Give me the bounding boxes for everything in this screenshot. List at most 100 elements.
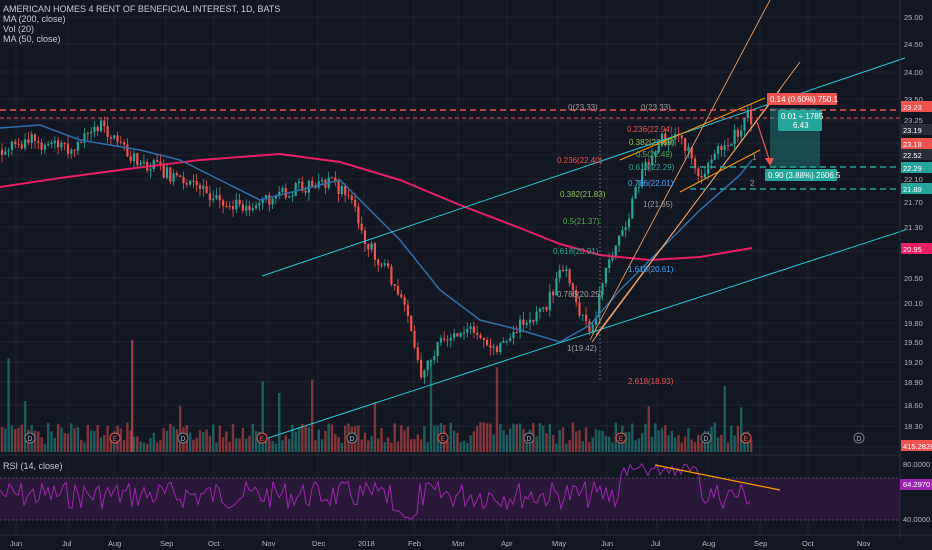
- candle-body: [746, 109, 749, 119]
- volume-bar: [383, 442, 386, 452]
- candle-body: [466, 329, 469, 333]
- volume-bar: [726, 442, 730, 452]
- candle-body: [393, 284, 396, 286]
- volume-bar: [231, 424, 235, 452]
- candle-body: [179, 175, 182, 177]
- event-marker-e[interactable]: E: [615, 432, 627, 444]
- time-axis[interactable]: Jun Jul Aug Sep Oct Nov Dec 2018 Feb Mar Apr May Jun…: [0, 534, 932, 548]
- volume-bar: [228, 441, 231, 452]
- wedge-line-2[interactable]: [679, 149, 761, 193]
- fib-label: 0.5(21.37): [563, 217, 600, 226]
- volume-bar: [535, 436, 538, 452]
- candle-body: [205, 186, 208, 194]
- volume-bar: [449, 422, 452, 452]
- volume-bar: [172, 426, 175, 452]
- ratio-label-box[interactable]: 0.01 ÷ 1785 6.43: [778, 110, 824, 131]
- candle-body: [347, 195, 350, 197]
- volume-bar: [251, 424, 254, 452]
- event-marker-d[interactable]: D: [346, 432, 358, 444]
- candle-body: [7, 150, 10, 152]
- stop-label-box[interactable]: 0.90 (3.88%) 2606.5: [765, 169, 841, 181]
- volume-bar: [314, 440, 317, 452]
- volume-bar: [561, 427, 565, 452]
- rsi-axis[interactable]: 80.0000 40.0000 64.2970: [900, 460, 932, 524]
- event-marker-d[interactable]: D: [853, 432, 865, 444]
- candle-body: [357, 206, 360, 224]
- candle-body: [321, 180, 324, 182]
- volume-bar: [14, 429, 17, 452]
- event-marker-d[interactable]: D: [523, 432, 535, 444]
- event-marker-d[interactable]: D: [177, 432, 189, 444]
- fan-line-3[interactable]: [595, 89, 781, 336]
- target-label-box[interactable]: 0.14 (0.60%) 750.1: [767, 93, 839, 105]
- rsi-divergence-line[interactable]: [654, 464, 781, 491]
- rsi-legend[interactable]: RSI (14, close): [3, 461, 63, 471]
- volume-bar: [129, 430, 132, 452]
- candle-body: [80, 141, 83, 143]
- candle-body: [139, 163, 142, 165]
- legend-ma200[interactable]: MA (200, close): [3, 14, 66, 24]
- volume-bar: [287, 439, 291, 452]
- candle-body: [581, 314, 584, 316]
- event-marker-e[interactable]: E: [740, 432, 752, 444]
- volume-bar: [591, 437, 594, 452]
- legend-ma50[interactable]: MA (50, close): [3, 34, 61, 44]
- candle-body: [83, 133, 86, 143]
- candle-body: [76, 141, 79, 151]
- fib-label: 1(19.42): [567, 344, 597, 353]
- price-badge: [901, 440, 932, 451]
- event-marker-d[interactable]: D: [700, 432, 712, 444]
- event-marker-e[interactable]: E: [256, 432, 268, 444]
- time-tick-label: Aug: [108, 539, 121, 548]
- candle-body: [53, 140, 56, 143]
- volume-bar: [674, 437, 677, 452]
- price-axis[interactable]: 25.0024.5024.0023.5023.2522.8022.5022.10…: [899, 0, 923, 540]
- candle-body: [660, 133, 664, 146]
- candle-body: [152, 160, 155, 170]
- fib-label: 0.236(22.40): [557, 156, 603, 165]
- candle-body: [568, 269, 571, 284]
- candle-body: [495, 346, 499, 353]
- volume-bar: [650, 436, 654, 452]
- chart-legend: AMERICAN HOMES 4 RENT OF BENEFICIAL INTE…: [3, 4, 280, 44]
- volume-bar: [327, 423, 330, 452]
- volume-bar: [73, 428, 76, 452]
- candle-body: [472, 326, 475, 333]
- fan-line-1[interactable]: [589, 0, 771, 341]
- volume-bar: [644, 423, 647, 452]
- candle-body: [525, 322, 528, 325]
- event-marker-label: D: [349, 436, 354, 443]
- volume-bar: [40, 437, 43, 452]
- candle-body: [304, 190, 307, 193]
- volume-bar: [264, 440, 268, 452]
- price-badge-label: 22.29: [903, 164, 922, 173]
- candle-body: [245, 205, 248, 211]
- candle-body: [363, 230, 367, 244]
- volume-bar: [340, 442, 344, 452]
- legend-vol[interactable]: Vol (20): [3, 24, 35, 34]
- candle-body: [278, 191, 281, 197]
- wedge-line-1[interactable]: [619, 97, 766, 161]
- price-tick-label: 24.50: [904, 40, 923, 49]
- symbol-title[interactable]: AMERICAN HOMES 4 RENT OF BENEFICIAL INTE…: [3, 4, 281, 14]
- volume-bar: [469, 435, 472, 452]
- price-tick-label: 21.70: [904, 198, 923, 207]
- event-marker-e[interactable]: E: [437, 432, 449, 444]
- volume-bar: [284, 435, 287, 452]
- forecast-arrow[interactable]: [756, 121, 771, 163]
- candle-body: [700, 176, 703, 178]
- event-marker-e[interactable]: E: [109, 432, 121, 444]
- volume-bar: [624, 432, 627, 452]
- candle-body: [334, 177, 337, 181]
- candle-body: [149, 169, 152, 171]
- candle-body: [50, 142, 53, 145]
- candle-body: [720, 146, 723, 150]
- candle-body: [311, 180, 314, 187]
- event-marker-d[interactable]: D: [24, 432, 36, 444]
- channel-lower-line[interactable]: [261, 229, 906, 441]
- candle-body: [169, 167, 172, 182]
- candle-body: [307, 180, 310, 193]
- volume-bar: [278, 392, 281, 452]
